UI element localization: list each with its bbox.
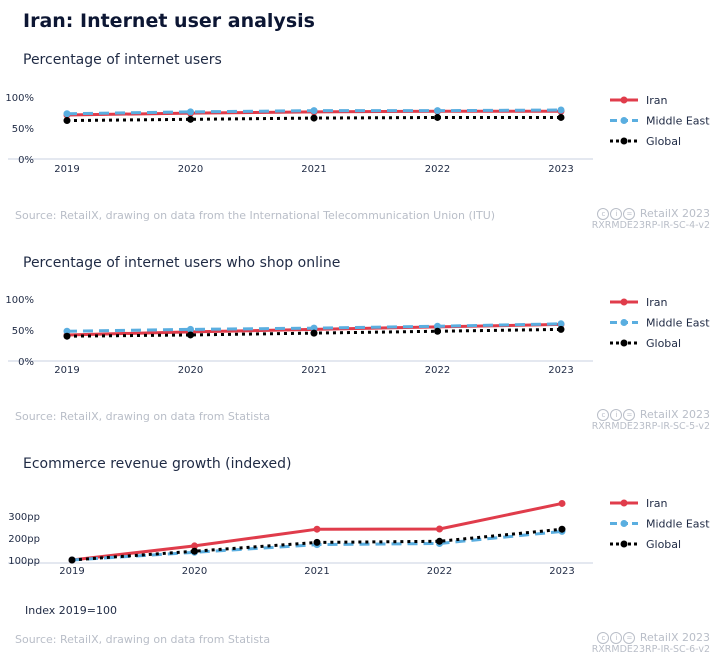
brand-block: c i = RetailX 2023 RXRMDE23RP-IR-SC-5-v2 xyxy=(592,409,710,433)
y-tick-label: 50% xyxy=(12,326,34,337)
chart-title: Percentage of internet users xyxy=(23,52,222,68)
data-point-middle-east xyxy=(310,324,318,332)
data-point-global xyxy=(436,537,443,545)
data-point-global xyxy=(187,115,194,123)
legend-marker-iran xyxy=(620,499,628,507)
data-point-global xyxy=(558,525,566,533)
brand-label: RetailX 2023 xyxy=(639,631,710,644)
x-tick-label: 2021 xyxy=(304,566,329,577)
y-tick-label: 100% xyxy=(5,295,34,306)
x-tick-label: 2022 xyxy=(425,365,450,376)
legend-label: Iran xyxy=(646,94,668,107)
data-point-iran xyxy=(313,525,321,533)
data-point-global xyxy=(310,329,318,337)
brand-block: c i = RetailX 2023 RXRMDE23RP-IR-SC-6-v2 xyxy=(592,632,710,656)
chart-title: Percentage of internet users who shop on… xyxy=(23,255,341,271)
data-point-middle-east xyxy=(63,327,71,335)
index-note: Index 2019=100 xyxy=(25,604,117,617)
data-point-global xyxy=(434,113,441,121)
legend-label: Middle East xyxy=(646,317,710,330)
x-tick-label: 2022 xyxy=(427,566,452,577)
legend-label: Global xyxy=(646,538,681,551)
y-tick-label: 300pp xyxy=(8,512,40,523)
x-tick-label: 2019 xyxy=(59,566,84,577)
source-text: Source: RetailX, drawing on data from St… xyxy=(15,410,271,423)
x-tick-label: 2023 xyxy=(549,566,574,577)
source-text: Source: RetailX, drawing on data from th… xyxy=(15,209,496,222)
brand-label: RetailX 2023 xyxy=(639,207,710,220)
y-tick-label: 100% xyxy=(5,93,34,104)
legend-marker-iran xyxy=(620,298,628,306)
chart-code: RXRMDE23RP-IR-SC-4-v2 xyxy=(591,220,710,231)
brand-block: c i = RetailX 2023 RXRMDE23RP-IR-SC-4-v2 xyxy=(592,208,710,232)
x-tick-label: 2021 xyxy=(301,365,326,376)
legend-label: Middle East xyxy=(646,518,710,531)
x-tick-label: 2020 xyxy=(178,365,203,376)
y-tick-label: 200pp xyxy=(8,534,40,545)
data-point-global xyxy=(557,113,565,121)
data-point-global xyxy=(434,327,441,335)
data-point-global xyxy=(187,331,194,339)
x-tick-label: 2020 xyxy=(182,566,207,577)
x-tick-label: 2019 xyxy=(54,164,79,175)
data-point-middle-east xyxy=(434,322,441,330)
legend-marker-global xyxy=(620,540,628,548)
data-point-middle-east xyxy=(63,110,71,118)
x-tick-label: 2022 xyxy=(425,164,450,175)
data-point-iran xyxy=(191,542,198,550)
chart-code: RXRMDE23RP-IR-SC-6-v2 xyxy=(591,644,710,655)
chart-title: Ecommerce revenue growth (indexed) xyxy=(23,456,292,472)
legend-marker-global xyxy=(620,339,628,347)
legend-label: Iran xyxy=(646,497,668,510)
page-title: Iran: Internet user analysis xyxy=(23,10,315,32)
data-point-global xyxy=(310,114,318,122)
x-tick-label: 2023 xyxy=(548,164,573,175)
data-point-global xyxy=(68,556,76,564)
legend-label: Iran xyxy=(646,296,668,309)
legend-marker-iran xyxy=(620,96,628,104)
chart-svg: 0% 50% 100% 2019 2020 2021 2022 2023 Iran Middle … xyxy=(5,93,710,175)
y-tick-label: 50% xyxy=(12,124,34,135)
data-point-iran xyxy=(558,499,566,507)
legend-marker-middle-east xyxy=(620,319,628,326)
chart-code: RXRMDE23RP-IR-SC-5-v2 xyxy=(591,421,710,432)
data-point-global xyxy=(191,547,198,555)
legend-marker-middle-east xyxy=(620,117,628,124)
chart-svg: 0% 50% 100% 2019 2020 2021 2022 2023 Iran Middle … xyxy=(5,295,710,376)
y-tick-label: 100pp xyxy=(8,556,40,567)
data-point-middle-east xyxy=(310,107,318,115)
y-tick-label: 0% xyxy=(18,155,34,166)
legend-label: Global xyxy=(646,135,681,148)
x-tick-label: 2023 xyxy=(548,365,573,376)
data-point-global xyxy=(557,325,565,333)
data-point-middle-east xyxy=(187,325,194,333)
data-point-middle-east xyxy=(187,108,194,116)
data-point-global xyxy=(313,538,321,546)
data-point-middle-east xyxy=(557,106,565,114)
data-point-middle-east xyxy=(434,107,441,115)
brand-label: RetailX 2023 xyxy=(639,408,710,421)
legend-marker-global xyxy=(620,137,628,145)
legend-label: Middle East xyxy=(646,115,710,128)
chart-panel-internet-users: Percentage of internet users 0% 50% 100% 20… xyxy=(0,52,727,237)
x-tick-label: 2020 xyxy=(178,164,203,175)
legend-marker-middle-east xyxy=(620,520,628,527)
cc-license-icon: c i = xyxy=(597,207,636,220)
data-point-global xyxy=(63,117,71,125)
data-point-iran xyxy=(436,525,443,533)
x-tick-label: 2021 xyxy=(301,164,326,175)
chart-panel-shop-online: Percentage of internet users who shop on… xyxy=(0,255,727,440)
data-point-global xyxy=(63,332,71,340)
x-tick-label: 2019 xyxy=(54,365,79,376)
cc-license-icon: c i = xyxy=(597,631,636,644)
cc-license-icon: c i = xyxy=(597,408,636,421)
chart-panel-revenue-growth: Ecommerce revenue growth (indexed) 100pp… xyxy=(0,456,727,661)
y-tick-label: 0% xyxy=(18,357,34,368)
chart-svg: 100pp 200pp 300pp 2019 2020 2021 2022 2023 Iran M… xyxy=(8,497,710,577)
legend-label: Global xyxy=(646,337,681,350)
source-text: Source: RetailX, drawing on data from St… xyxy=(15,633,271,646)
data-point-middle-east xyxy=(557,320,565,328)
